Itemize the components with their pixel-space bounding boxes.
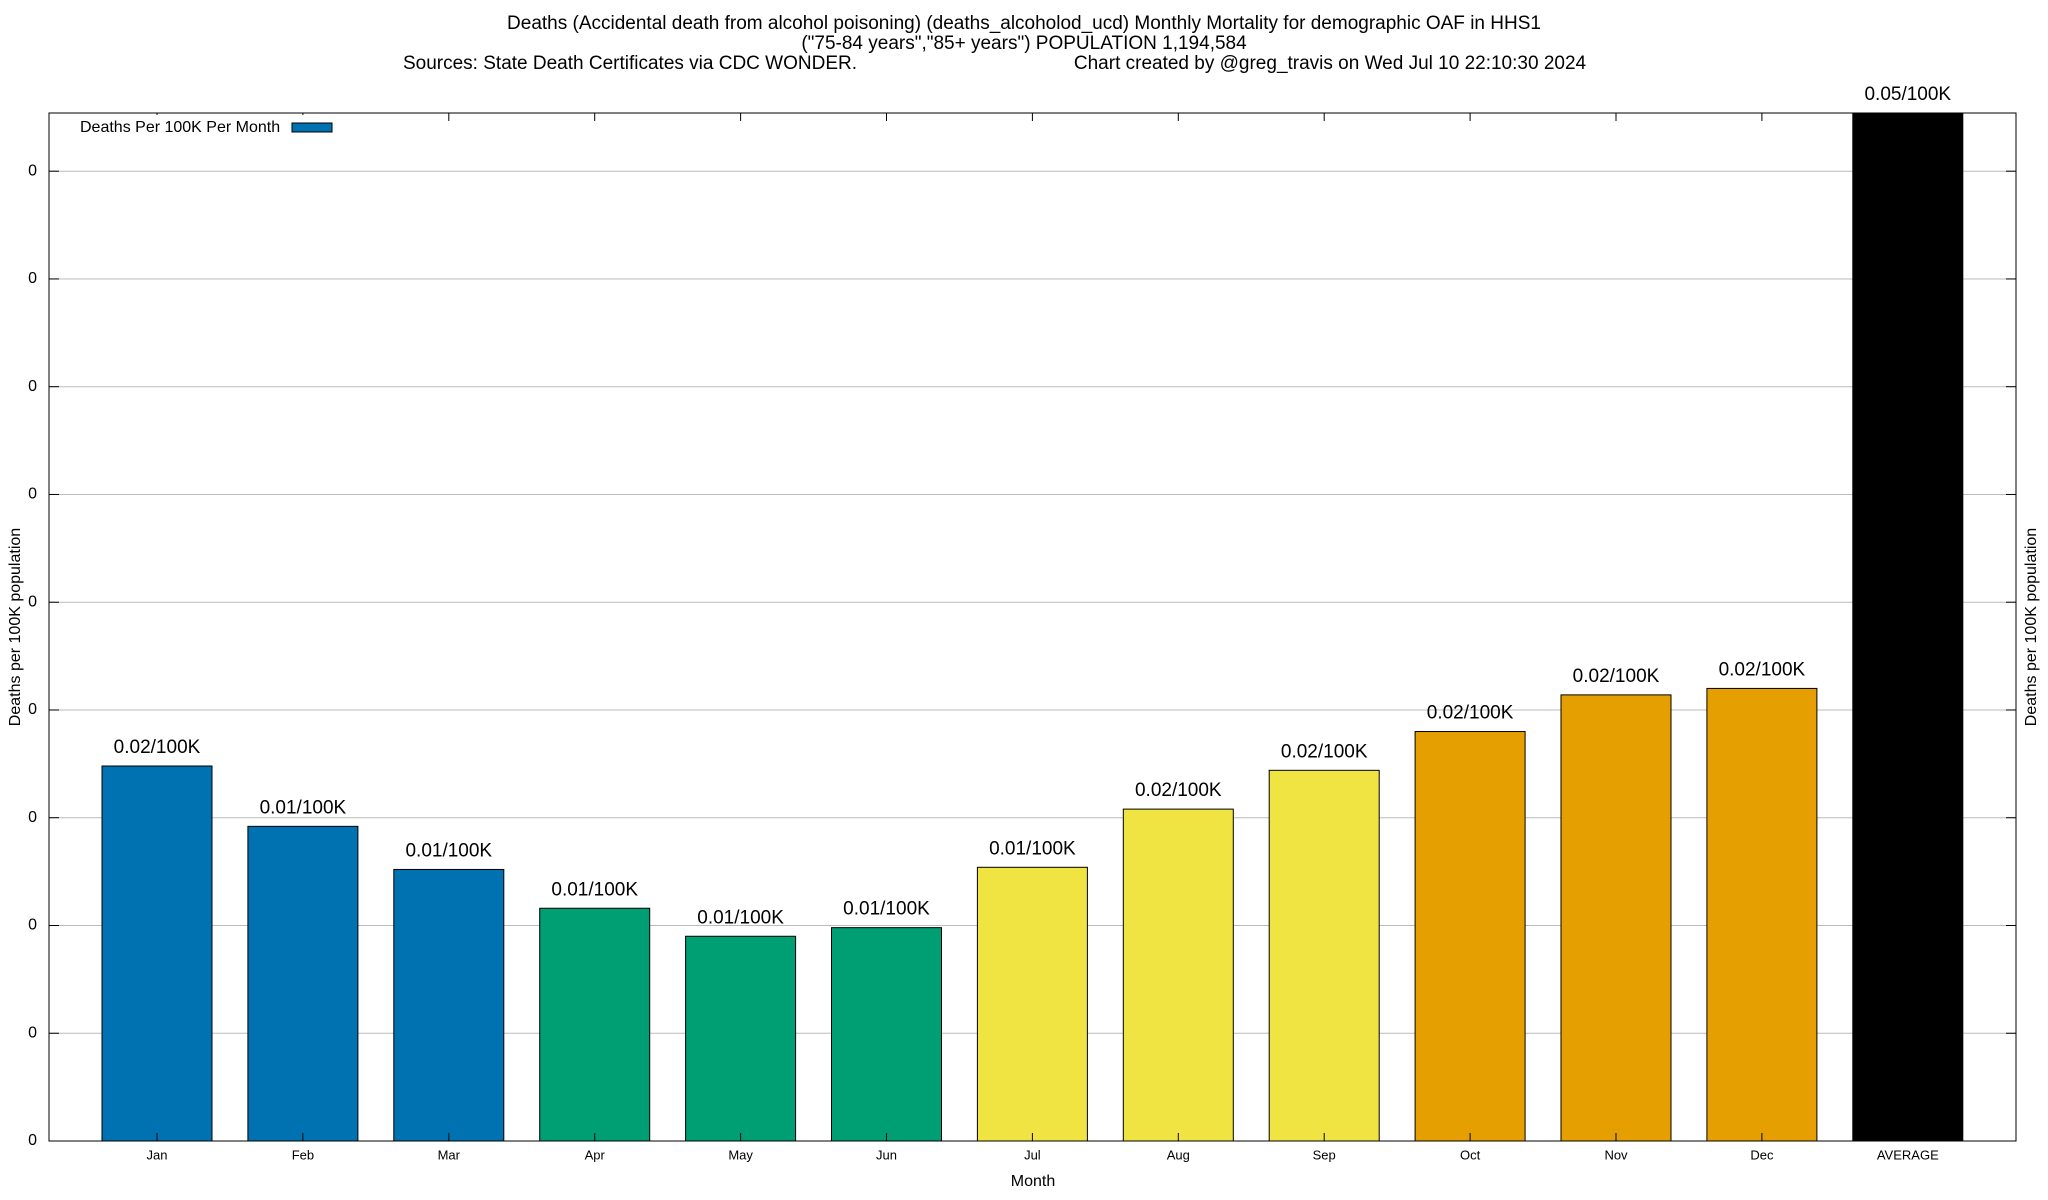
bar — [1852, 113, 1964, 1141]
x-tick-label: Apr — [585, 1147, 606, 1162]
y-tick-label: 0 — [28, 270, 37, 287]
bar — [101, 765, 213, 1141]
bar — [1414, 731, 1526, 1141]
bar — [685, 935, 797, 1141]
y-tick-label: 0 — [28, 486, 37, 503]
value-label: 0.01/100K — [405, 840, 492, 861]
x-tick-label: Dec — [1750, 1147, 1774, 1162]
x-tick-label: Jul — [1024, 1147, 1041, 1162]
y-axis-label: Deaths per 100K population — [7, 528, 24, 726]
y-tick-label: 0 — [28, 1024, 37, 1041]
y-tick-label: 0 — [28, 701, 37, 718]
sources: Sources: State Death Certificates via CD… — [403, 53, 857, 74]
bar — [1268, 769, 1380, 1141]
value-label: 0.02/100K — [1719, 659, 1806, 680]
value-label: 0.01/100K — [551, 879, 638, 900]
bar — [1560, 694, 1672, 1141]
bar — [976, 866, 1088, 1141]
y2-axis-label: Deaths per 100K population — [2023, 528, 2040, 726]
value-label: 0.01/100K — [260, 797, 347, 818]
y-tick-label: 0 — [28, 593, 37, 610]
bars — [101, 113, 1964, 1141]
bar — [1706, 687, 1818, 1141]
y-tick-label: 0 — [28, 162, 37, 179]
bar — [1122, 808, 1234, 1141]
x-tick-label: Jun — [876, 1147, 897, 1162]
value-label: 0.02/100K — [1427, 703, 1514, 724]
x-tick-label: Feb — [292, 1147, 314, 1162]
bar — [831, 927, 942, 1141]
bar — [247, 825, 359, 1141]
chart-subtitle: ("75-84 years","85+ years") POPULATION 1… — [801, 33, 1247, 54]
credit: Chart created by @greg_travis on Wed Jul… — [1074, 53, 1587, 74]
bar — [539, 907, 651, 1141]
value-label: 0.02/100K — [1573, 666, 1660, 687]
x-tick-label: AVERAGE — [1877, 1147, 1939, 1162]
value-label: 0.01/100K — [697, 907, 784, 928]
value-label: 0.02/100K — [114, 737, 201, 758]
value-label: 0.05/100K — [1864, 84, 1951, 105]
x-tick-label: Sep — [1313, 1147, 1336, 1162]
x-axis-label: Month — [1011, 1173, 1055, 1190]
y-tick-label: 0 — [28, 378, 37, 395]
bar — [393, 868, 505, 1141]
y-tick-label: 0 — [28, 809, 37, 826]
x-tick-label: Mar — [438, 1147, 461, 1162]
x-tick-label: Oct — [1460, 1147, 1481, 1162]
value-label: 0.02/100K — [1281, 741, 1368, 762]
x-tick-label: May — [728, 1147, 753, 1162]
value-label: 0.01/100K — [843, 899, 930, 920]
value-label: 0.01/100K — [989, 838, 1076, 859]
legend-swatch — [291, 122, 333, 133]
x-tick-label: Aug — [1167, 1147, 1190, 1162]
x-tick-label: Jan — [147, 1147, 168, 1162]
y-tick-label: 0 — [28, 1132, 37, 1149]
plot-frame — [48, 112, 2017, 1142]
chart-title: Deaths (Accidental death from alcohol po… — [507, 13, 1541, 34]
legend-label: Deaths Per 100K Per Month — [80, 119, 280, 136]
value-label: 0.02/100K — [1135, 780, 1222, 801]
x-tick-label: Nov — [1604, 1147, 1628, 1162]
y-tick-label: 0 — [28, 917, 37, 934]
